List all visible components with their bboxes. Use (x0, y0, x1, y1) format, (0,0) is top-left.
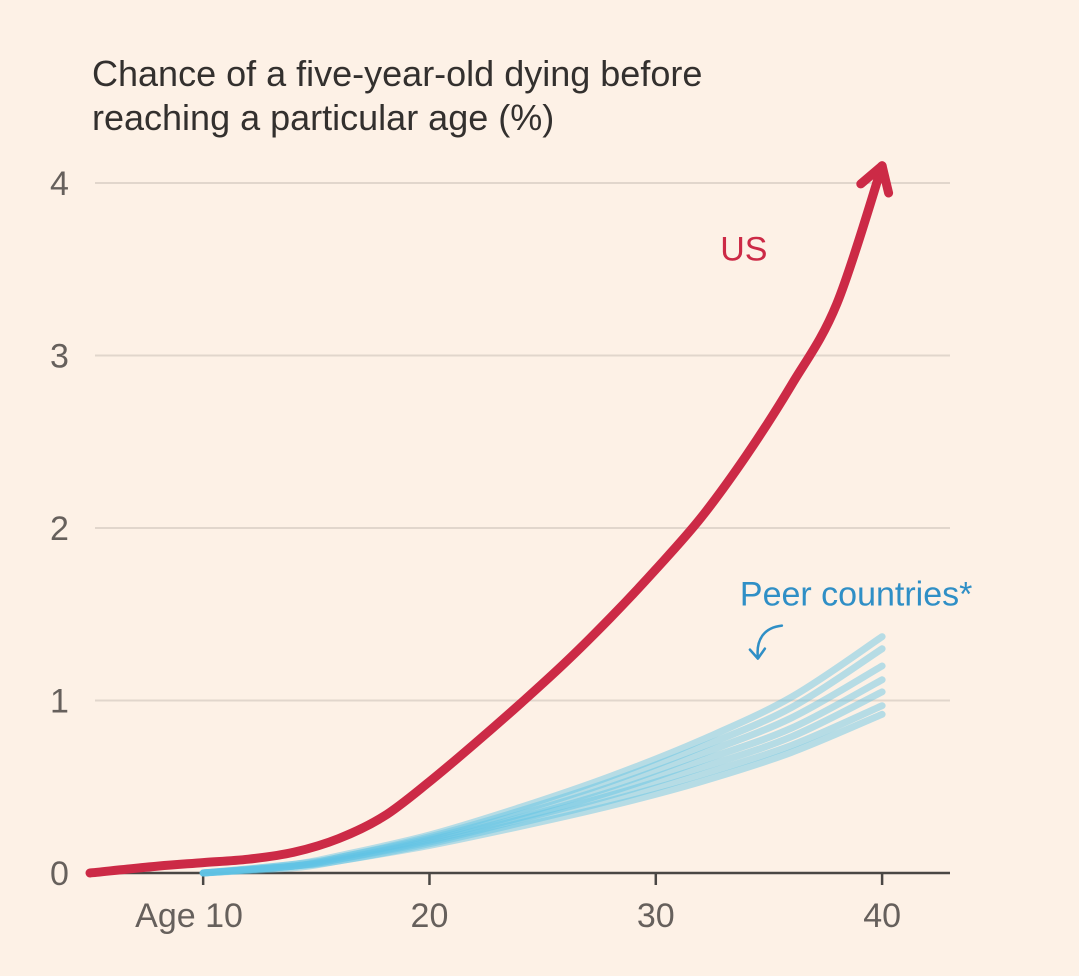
x-tick-label-30: 30 (637, 897, 675, 935)
peer-pointer-head (748, 647, 767, 660)
series-line-peer-7 (199, 710, 886, 877)
series-line-peer-4 (199, 676, 886, 877)
chart-title-line-1: Chance of a five-year-old dying before (92, 53, 703, 94)
series-line-peer-3 (199, 662, 886, 877)
us-arrowhead (856, 161, 894, 198)
us-label: US (720, 231, 767, 269)
series-line-peer-5 (199, 688, 886, 877)
series-line-peer-1 (199, 633, 886, 877)
chart-title: Chance of a five-year-old dying before r… (92, 52, 992, 140)
chart-title-line-2: reaching a particular age (%) (92, 97, 555, 138)
gridlines (95, 182, 950, 702)
peer-label: Peer countries* (740, 576, 972, 614)
x-tick-label-20: 20 (411, 897, 449, 935)
y-tick-label-1: 1 (50, 683, 69, 721)
peer-lines (199, 633, 886, 877)
series-line-us (85, 161, 887, 878)
y-tick-label-3: 3 (50, 338, 69, 376)
peer-pointer-curve (756, 624, 784, 659)
y-tick-label-2: 2 (50, 510, 69, 548)
x-tick-label-age-10: Age 10 (135, 897, 243, 935)
x-tick-label-40: 40 (863, 897, 901, 935)
series-line-peer-6 (199, 702, 886, 877)
y-tick-label-4: 4 (50, 165, 69, 203)
series-line-peer-2 (199, 645, 886, 877)
y-tick-label-0: 0 (50, 855, 69, 893)
peer-pointer-arrow (748, 624, 784, 660)
